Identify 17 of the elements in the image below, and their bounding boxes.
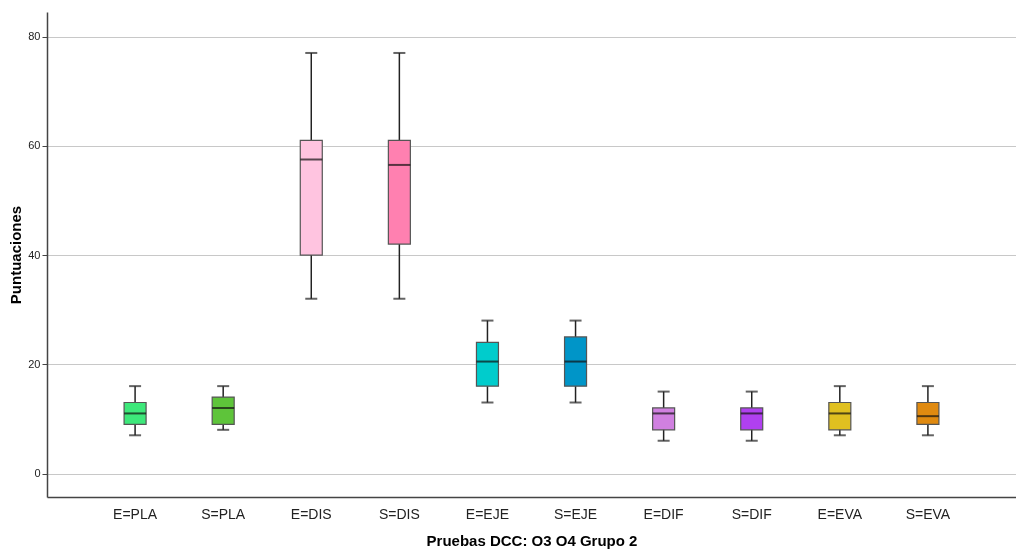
x-tick-label: S=DIS <box>378 505 420 522</box>
x-tick-label: S=DIF <box>731 505 772 522</box>
y-tick-label: 80 <box>28 30 41 43</box>
y-axis-title: Puntuaciones <box>7 205 25 305</box>
y-tick-label: 20 <box>28 357 41 370</box>
x-tick-label: S=EVA <box>905 505 951 522</box>
x-tick-label: E=EJE <box>465 505 510 522</box>
x-tick-label: S=EJE <box>553 505 598 522</box>
x-tick-label: S=PLA <box>201 505 246 522</box>
y-tick-label: 0 <box>34 467 41 480</box>
x-tick-label: E=PLA <box>113 505 158 522</box>
x-axis-title: Pruebas DCC: O3 O4 Grupo 2 <box>426 531 638 549</box>
x-tick-label: E=DIF <box>643 505 684 522</box>
x-tick-label: E=DIS <box>290 505 332 522</box>
y-tick-label: 60 <box>28 139 41 152</box>
y-tick-label: 40 <box>28 248 41 261</box>
x-tick-label: E=EVA <box>817 505 863 522</box>
